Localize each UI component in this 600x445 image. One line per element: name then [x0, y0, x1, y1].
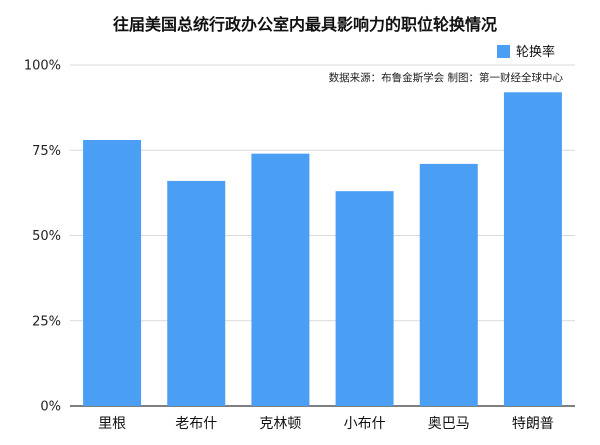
legend-swatch: [497, 45, 510, 58]
bar: [335, 191, 394, 406]
y-tick-label: 0%: [40, 400, 61, 415]
data-source-note: 数据来源：布鲁金斯学会 制图：第一财经全球中心: [329, 71, 564, 84]
chart-title: 往届美国总统行政办公室内最具影响力的职位轮换情况: [113, 15, 497, 34]
x-category-label: 小布什: [344, 416, 386, 432]
bar: [419, 163, 478, 406]
x-category-label: 老布什: [175, 416, 217, 432]
y-tick-label: 100%: [24, 59, 61, 74]
bar: [83, 140, 142, 406]
bar: [251, 153, 310, 406]
bar: [167, 180, 226, 406]
x-axis-labels: 里根 老布什 克林顿 小布什 奥巴马 特朗普: [98, 415, 554, 432]
y-tick-label: 75%: [32, 144, 61, 159]
y-tick-label: 50%: [32, 229, 61, 244]
x-category-label: 里根: [98, 416, 126, 432]
gridlines: [70, 64, 575, 407]
y-axis-ticks: 0% 25% 50% 75% 100%: [24, 59, 61, 415]
bar: [503, 92, 562, 406]
x-category-label: 特朗普: [512, 416, 554, 432]
x-category-label: 奥巴马: [428, 415, 470, 432]
y-tick-label: 25%: [32, 314, 61, 329]
bars: [83, 92, 562, 406]
legend-label: 轮换率: [516, 44, 555, 60]
x-category-label: 克林顿: [259, 416, 301, 432]
legend: 轮换率: [497, 44, 555, 60]
